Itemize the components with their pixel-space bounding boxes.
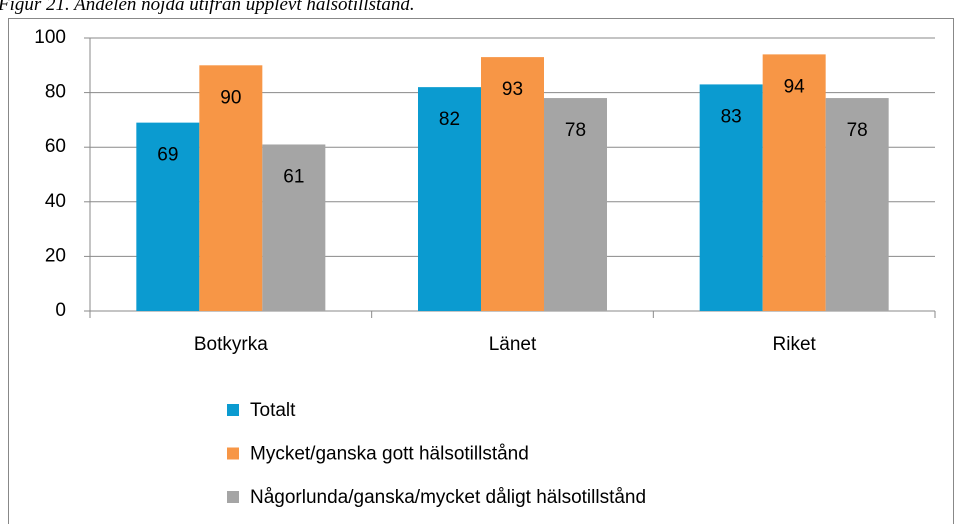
x-tick-label: Länet <box>489 334 537 355</box>
data-label: 61 <box>283 166 304 187</box>
y-tick-label: 0 <box>55 300 66 321</box>
legend-label: Någorlunda/ganska/mycket dåligt hälsotil… <box>250 487 646 508</box>
data-label: 69 <box>157 145 178 166</box>
data-label: 93 <box>502 79 523 100</box>
bar <box>544 98 607 311</box>
y-tick-label: 100 <box>34 27 66 48</box>
bar <box>825 98 889 311</box>
legend-swatch <box>227 447 239 460</box>
bar <box>418 87 481 311</box>
y-tick-label: 20 <box>45 245 66 266</box>
y-tick-label: 80 <box>45 82 66 103</box>
data-label: 94 <box>784 76 806 97</box>
data-label: 78 <box>847 120 868 141</box>
y-tick-label: 60 <box>45 136 66 157</box>
x-tick-label: Botkyrka <box>194 334 268 355</box>
legend-swatch <box>227 491 239 503</box>
bar <box>199 65 263 311</box>
bar <box>136 122 200 311</box>
y-tick-label: 40 <box>45 191 66 212</box>
data-label: 78 <box>565 120 586 141</box>
legend-swatch <box>227 404 239 416</box>
data-label: 90 <box>220 87 241 108</box>
legend-label: Mycket/ganska gott hälsotillstånd <box>250 444 529 465</box>
caption: Figur 21. Andelen nöjda utifrån upplevt … <box>0 0 415 15</box>
x-tick-label: Riket <box>773 334 817 355</box>
data-label: 83 <box>721 106 742 127</box>
data-label: 82 <box>439 109 460 130</box>
bar <box>481 57 544 311</box>
bar <box>262 144 326 311</box>
bar <box>699 84 763 311</box>
legend-label: Totalt <box>250 400 296 421</box>
bar <box>762 54 826 311</box>
